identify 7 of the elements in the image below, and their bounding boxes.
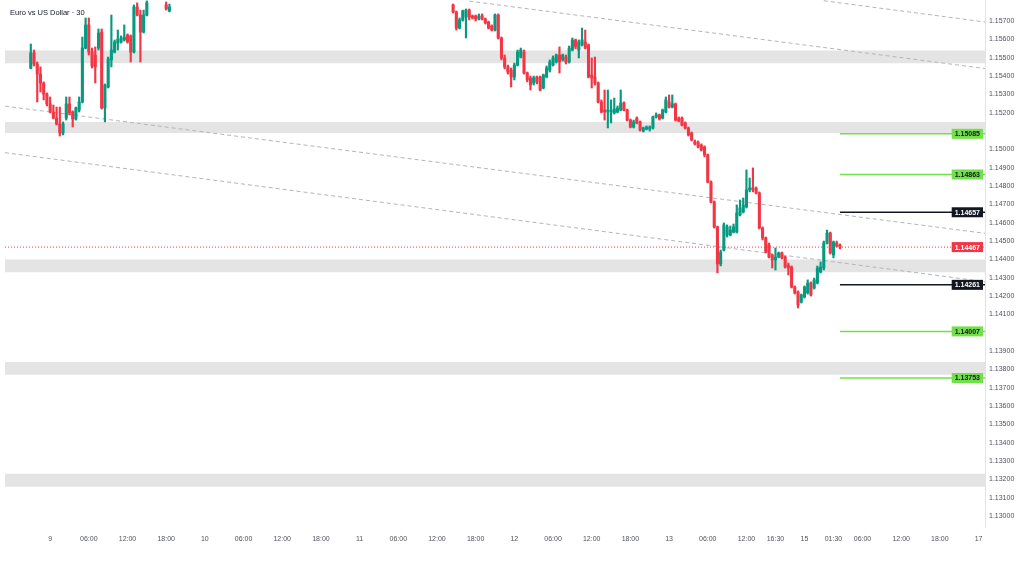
candlestick [132, 4, 136, 54]
candlestick [796, 290, 800, 309]
candlestick [61, 121, 65, 136]
candlestick [651, 115, 655, 130]
candlestick [680, 116, 684, 127]
candlestick [464, 8, 468, 39]
candlestick [493, 13, 497, 32]
